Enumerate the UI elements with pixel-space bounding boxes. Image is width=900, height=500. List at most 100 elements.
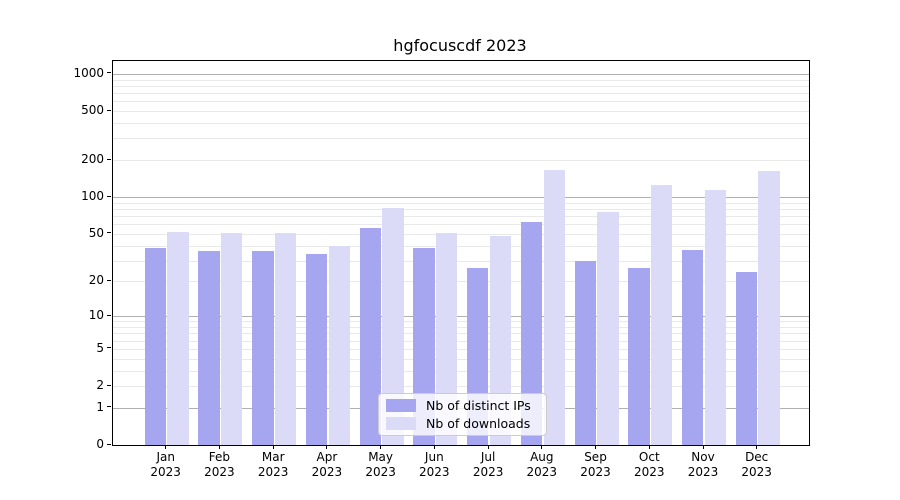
y-axis-tick [107, 314, 111, 316]
y-axis-tick-label: 500 [81, 103, 104, 117]
bar-distinct-ips-dec [735, 272, 758, 445]
y-axis-tick [107, 232, 111, 234]
y-axis-tick-label: 1 [96, 399, 104, 414]
legend-label-distinct-ips: Nb of distinct IPs [426, 398, 531, 413]
minor-gridline [113, 245, 809, 247]
y-axis-tick [107, 158, 111, 160]
y-axis-tick [107, 384, 111, 386]
minor-gridline [113, 386, 809, 387]
minor-gridline [113, 327, 809, 328]
minor-gridline [113, 123, 809, 124]
x-axis-tick-label: Aug 2023 [526, 450, 558, 479]
major-gridline [113, 197, 809, 199]
legend: Nb of distinct IPs Nb of downloads [378, 393, 547, 436]
minor-gridline [113, 233, 809, 235]
minor-gridline [113, 281, 809, 283]
y-axis-tick-label: 100 [81, 189, 104, 204]
bar-downloads-feb [221, 232, 243, 445]
bar-downloads-jan [167, 231, 189, 445]
y-axis-tick [107, 109, 111, 111]
minor-gridline [113, 138, 809, 140]
minor-gridline [113, 93, 809, 94]
x-axis-tick [326, 445, 328, 449]
x-axis-tick [702, 445, 704, 449]
bar-downloads-dec [758, 170, 780, 445]
y-axis-tick-label: 20 [88, 273, 104, 288]
bar-downloads-jul [489, 235, 512, 445]
x-axis-tick-label: Jan 2023 [150, 450, 181, 479]
x-axis-tick [595, 445, 596, 449]
minor-gridline [113, 340, 809, 342]
minor-gridline [113, 202, 809, 204]
bar-distinct-ips-jan [144, 248, 167, 445]
major-gridline [113, 73, 809, 75]
x-axis-tick-label: Dec 2023 [741, 450, 772, 479]
y-axis-tick [107, 72, 111, 74]
chart-title: hgfocuscdf 2023 [393, 36, 527, 55]
y-axis-tick [107, 195, 111, 197]
x-axis-tick-label: Apr 2023 [311, 450, 343, 479]
minor-gridline [113, 333, 809, 335]
bar-distinct-ips-aug [520, 222, 543, 445]
y-axis-tick [107, 279, 111, 281]
minor-gridline [113, 85, 809, 87]
major-gridline [113, 316, 809, 318]
x-axis-tick [165, 445, 167, 449]
x-axis-tick [648, 445, 650, 449]
x-axis-tick [541, 445, 543, 449]
bar-distinct-ips-sep [574, 260, 596, 445]
legend-label-downloads: Nb of downloads [426, 416, 531, 431]
x-axis-tick-label: May 2023 [365, 450, 396, 479]
legend-row-distinct-ips: Nb of distinct IPs [379, 398, 546, 413]
x-axis-tick-label: Nov 2023 [687, 450, 719, 479]
bar-distinct-ips-apr [305, 254, 328, 445]
bar-downloads-mar [274, 232, 297, 445]
bar-downloads-aug [543, 169, 565, 445]
bar-distinct-ips-nov [682, 249, 704, 445]
bar-downloads-sep [597, 211, 619, 445]
bar-distinct-ips-may [359, 227, 381, 445]
y-axis-tick-label: 0 [96, 437, 104, 451]
bar-downloads-nov [704, 190, 727, 445]
y-axis-tick-label: 2 [96, 378, 104, 392]
bar-downloads-oct [651, 184, 673, 445]
minor-gridline [113, 358, 809, 360]
y-axis-tick [107, 443, 111, 445]
minor-gridline [113, 370, 809, 372]
x-axis-tick [218, 445, 220, 449]
minor-gridline [113, 208, 809, 210]
y-axis-tick-label: 10 [88, 308, 104, 323]
minor-gridline [113, 260, 809, 262]
y-axis-tick [107, 406, 111, 408]
minor-gridline [113, 348, 809, 350]
bar-downloads-may [382, 208, 404, 445]
x-axis-tick-label: Sep 2023 [580, 450, 611, 479]
x-axis-tick-label: Jul 2023 [472, 450, 504, 479]
legend-row-downloads: Nb of downloads [379, 416, 546, 431]
x-axis-tick [380, 445, 382, 449]
x-axis-tick [272, 445, 274, 449]
x-axis-tick-label: Oct 2023 [634, 450, 665, 479]
x-axis-tick [756, 445, 758, 449]
x-axis-tick [433, 445, 435, 449]
y-axis-tick-label: 50 [88, 225, 104, 240]
x-axis-tick-label: Mar 2023 [257, 450, 289, 479]
x-axis-tick-label: Feb 2023 [204, 450, 235, 479]
bar-distinct-ips-oct [628, 267, 650, 445]
bar-downloads-jun [436, 232, 458, 445]
y-axis-tick-label: 1000 [73, 65, 104, 80]
bar-downloads-apr [328, 245, 350, 445]
minor-gridline [113, 216, 809, 217]
minor-gridline [113, 321, 809, 323]
legend-swatch-distinct-ips [386, 399, 416, 412]
x-axis-tick-label: Jun 2023 [419, 450, 450, 479]
bar-distinct-ips-mar [252, 251, 274, 445]
plot-area [112, 60, 810, 446]
minor-gridline [113, 224, 809, 226]
minor-gridline [113, 101, 809, 103]
bar-distinct-ips-feb [198, 251, 220, 445]
minor-gridline [113, 111, 809, 112]
y-axis-tick-label: 200 [81, 152, 104, 167]
legend-swatch-downloads [386, 417, 416, 430]
